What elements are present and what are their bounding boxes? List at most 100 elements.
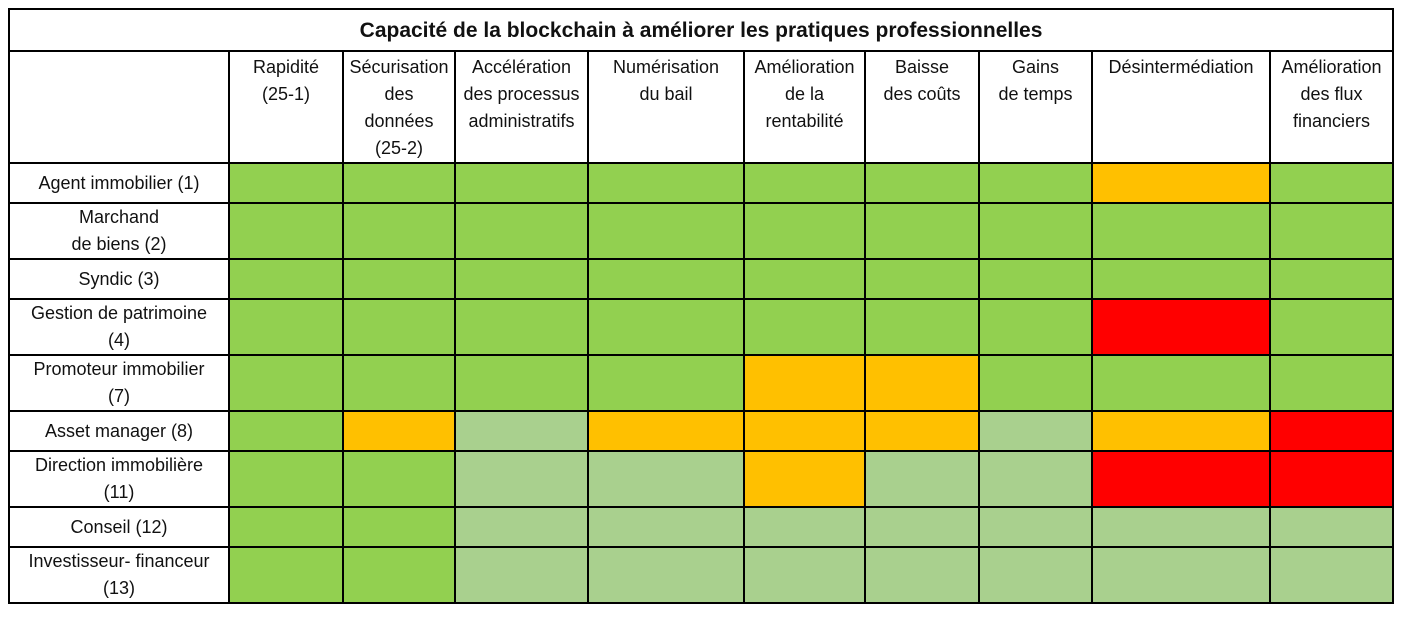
rating-cell-orange: [864, 410, 980, 452]
column-header: Amélioration de la rentabilité: [743, 50, 866, 164]
rating-cell-red: [1268, 450, 1395, 508]
rating-cell-green: [228, 202, 344, 260]
rating-cell-orange: [743, 354, 866, 412]
column-header-row: Rapidité (25-1) Sécurisation des données (25-…: [8, 50, 1395, 164]
table-title: Capacité de la blockchain à améliorer le…: [7, 8, 1395, 52]
rating-cell-green: [743, 298, 866, 356]
column-header: Baisse des coûts: [864, 50, 980, 164]
rating-cell-light-green: [864, 506, 980, 548]
rating-cell-green: [864, 258, 980, 300]
rating-cell-green: [454, 202, 589, 260]
rating-cell-light-green: [454, 410, 589, 452]
column-header: Numérisation du bail: [587, 50, 745, 164]
rating-cell-green: [228, 354, 344, 412]
rating-cell-green: [587, 258, 745, 300]
rating-cell-light-green: [743, 546, 866, 604]
rating-cell-green: [342, 162, 456, 204]
rating-cell-orange: [864, 354, 980, 412]
column-header: Amélioration des flux financiers: [1268, 50, 1395, 164]
blockchain-capability-matrix: Capacité de la blockchain à améliorer le…: [7, 8, 1395, 604]
rating-cell-light-green: [587, 450, 745, 508]
rating-cell-green: [978, 258, 1093, 300]
column-header: Accélération des processus administratifs: [454, 50, 589, 164]
row-label: Syndic (3): [8, 258, 230, 300]
rating-cell-green: [1268, 258, 1395, 300]
row-label: Promoteur immobilier (7): [8, 354, 230, 412]
rating-cell-green: [587, 354, 745, 412]
rating-cell-light-green: [454, 450, 589, 508]
rating-cell-light-green: [978, 450, 1093, 508]
matrix-body: Agent immobilier (1) Marchand de biens (2)…: [8, 162, 1395, 604]
rating-cell-green: [864, 162, 980, 204]
rating-cell-green: [1091, 202, 1271, 260]
table-row: Agent immobilier (1): [8, 162, 1395, 204]
matrix-container: Capacité de la blockchain à améliorer le…: [7, 8, 1395, 604]
rating-cell-green: [342, 506, 456, 548]
row-label: Conseil (12): [8, 506, 230, 548]
corner-cell: [8, 50, 230, 164]
row-label: Gestion de patrimoine (4): [8, 298, 230, 356]
rating-cell-green: [228, 410, 344, 452]
rating-cell-green: [454, 258, 589, 300]
rating-cell-green: [864, 298, 980, 356]
rating-cell-green: [228, 162, 344, 204]
column-header: Désintermédiation: [1091, 50, 1271, 164]
rating-cell-green: [342, 450, 456, 508]
rating-cell-orange: [743, 450, 866, 508]
rating-cell-light-green: [978, 506, 1093, 548]
column-header: Rapidité (25-1): [228, 50, 344, 164]
rating-cell-orange: [743, 410, 866, 452]
table-row: Direction immobilière (11): [8, 450, 1395, 508]
rating-cell-light-green: [1091, 546, 1271, 604]
rating-cell-green: [342, 258, 456, 300]
rating-cell-light-green: [454, 546, 589, 604]
rating-cell-red: [1091, 298, 1271, 356]
rating-cell-green: [228, 298, 344, 356]
table-row: Marchand de biens (2): [8, 202, 1395, 260]
rating-cell-green: [587, 298, 745, 356]
row-label: Investisseur- financeur (13): [8, 546, 230, 604]
rating-cell-green: [1091, 354, 1271, 412]
rating-cell-green: [978, 354, 1093, 412]
rating-cell-green: [587, 162, 745, 204]
table-row: Asset manager (8): [8, 410, 1395, 452]
rating-cell-orange: [342, 410, 456, 452]
table-row: Promoteur immobilier (7): [8, 354, 1395, 412]
row-label: Asset manager (8): [8, 410, 230, 452]
rating-cell-green: [342, 546, 456, 604]
rating-cell-light-green: [587, 546, 745, 604]
rating-cell-red: [1091, 450, 1271, 508]
rating-cell-green: [228, 546, 344, 604]
rating-cell-green: [743, 258, 866, 300]
column-header: Gains de temps: [978, 50, 1093, 164]
rating-cell-green: [454, 354, 589, 412]
rating-cell-green: [342, 298, 456, 356]
rating-cell-green: [978, 298, 1093, 356]
rating-cell-orange: [1091, 410, 1271, 452]
rating-cell-green: [228, 258, 344, 300]
table-row: Conseil (12): [8, 506, 1395, 548]
rating-cell-green: [454, 298, 589, 356]
rating-cell-light-green: [1268, 546, 1395, 604]
rating-cell-green: [864, 202, 980, 260]
column-header: Sécurisation des données (25-2): [342, 50, 456, 164]
rating-cell-green: [1268, 354, 1395, 412]
table-row: Investisseur- financeur (13): [8, 546, 1395, 604]
rating-cell-green: [743, 202, 866, 260]
rating-cell-green: [342, 202, 456, 260]
table-row: Syndic (3): [8, 258, 1395, 300]
rating-cell-light-green: [864, 546, 980, 604]
rating-cell-green: [978, 162, 1093, 204]
row-label: Marchand de biens (2): [8, 202, 230, 260]
rating-cell-green: [1268, 162, 1395, 204]
rating-cell-green: [228, 506, 344, 548]
rating-cell-green: [1268, 298, 1395, 356]
rating-cell-light-green: [587, 506, 745, 548]
rating-cell-light-green: [978, 546, 1093, 604]
rating-cell-light-green: [978, 410, 1093, 452]
rating-cell-green: [1268, 202, 1395, 260]
rating-cell-orange: [1091, 162, 1271, 204]
table-row: Gestion de patrimoine (4): [8, 298, 1395, 356]
rating-cell-green: [1091, 258, 1271, 300]
rating-cell-light-green: [864, 450, 980, 508]
